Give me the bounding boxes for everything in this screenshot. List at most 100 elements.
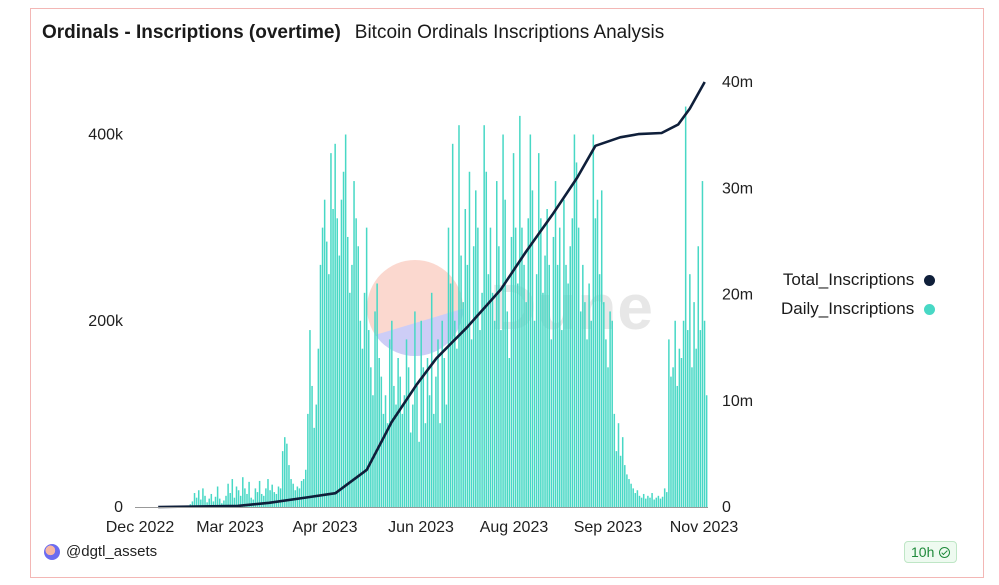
daily-bar[interactable]: [705, 395, 708, 507]
daily-bar[interactable]: [475, 190, 477, 508]
daily-bar[interactable]: [395, 404, 397, 507]
daily-bar[interactable]: [279, 488, 282, 508]
daily-bar[interactable]: [256, 492, 259, 507]
daily-bar[interactable]: [443, 358, 446, 507]
daily-bar[interactable]: [626, 474, 628, 507]
daily-bar[interactable]: [315, 404, 318, 507]
daily-bar[interactable]: [672, 367, 674, 507]
daily-bar[interactable]: [537, 153, 540, 508]
daily-bar[interactable]: [271, 484, 273, 507]
daily-bar[interactable]: [433, 413, 435, 508]
daily-bar[interactable]: [554, 181, 557, 507]
daily-bar[interactable]: [195, 497, 198, 507]
daily-bar[interactable]: [552, 236, 555, 507]
daily-bar[interactable]: [428, 395, 431, 507]
daily-bar[interactable]: [323, 199, 326, 507]
daily-bar[interactable]: [393, 385, 395, 507]
daily-bar[interactable]: [544, 255, 546, 507]
daily-bar[interactable]: [519, 115, 521, 508]
daily-bar[interactable]: [674, 320, 676, 507]
daily-bar[interactable]: [682, 320, 685, 507]
daily-bar[interactable]: [342, 171, 345, 507]
daily-bar[interactable]: [514, 227, 517, 508]
daily-bar[interactable]: [307, 413, 309, 508]
daily-bar[interactable]: [239, 495, 242, 507]
daily-bar[interactable]: [655, 497, 658, 507]
daily-bar[interactable]: [206, 502, 208, 507]
daily-bar[interactable]: [290, 479, 292, 507]
daily-bar[interactable]: [454, 320, 456, 507]
daily-bar[interactable]: [344, 134, 347, 508]
daily-bar[interactable]: [277, 486, 280, 507]
daily-bar[interactable]: [502, 134, 504, 508]
daily-bar[interactable]: [233, 497, 236, 507]
daily-bar[interactable]: [477, 227, 479, 508]
daily-bar[interactable]: [561, 330, 563, 507]
daily-bar[interactable]: [357, 246, 359, 507]
daily-bar[interactable]: [592, 134, 595, 508]
daily-bar[interactable]: [460, 255, 462, 507]
daily-bar[interactable]: [376, 283, 378, 508]
daily-bar[interactable]: [617, 423, 620, 507]
daily-bar[interactable]: [191, 501, 194, 507]
daily-bar[interactable]: [374, 311, 376, 507]
daily-bar[interactable]: [267, 479, 269, 507]
daily-bar[interactable]: [237, 490, 240, 507]
daily-bar[interactable]: [321, 227, 324, 508]
daily-bar[interactable]: [229, 493, 231, 507]
daily-bar[interactable]: [596, 199, 599, 507]
daily-bar[interactable]: [668, 339, 670, 508]
daily-bar[interactable]: [462, 302, 464, 508]
daily-bar[interactable]: [435, 376, 437, 508]
daily-bar[interactable]: [506, 311, 509, 507]
daily-bar[interactable]: [242, 477, 244, 507]
daily-bar[interactable]: [223, 500, 225, 507]
daily-bar[interactable]: [609, 311, 611, 507]
daily-bar[interactable]: [569, 246, 571, 507]
daily-bar[interactable]: [202, 488, 204, 508]
daily-bar[interactable]: [244, 488, 246, 508]
daily-bar[interactable]: [653, 499, 655, 507]
daily-bar[interactable]: [330, 153, 332, 508]
daily-bar[interactable]: [632, 488, 634, 508]
daily-bar[interactable]: [439, 423, 441, 507]
daily-bar[interactable]: [695, 348, 697, 507]
daily-bar[interactable]: [556, 264, 559, 508]
daily-bar[interactable]: [326, 241, 328, 507]
daily-bar[interactable]: [334, 143, 336, 507]
daily-bar[interactable]: [676, 385, 679, 507]
daily-bar[interactable]: [535, 274, 538, 507]
daily-bar[interactable]: [292, 483, 294, 507]
daily-bar[interactable]: [336, 218, 338, 507]
daily-bar[interactable]: [416, 385, 418, 507]
daily-bar[interactable]: [573, 134, 576, 508]
daily-bar[interactable]: [372, 395, 374, 507]
daily-bar[interactable]: [296, 486, 299, 507]
daily-bar[interactable]: [424, 423, 427, 507]
daily-bar[interactable]: [628, 479, 630, 507]
daily-bar[interactable]: [451, 143, 454, 507]
daily-bar[interactable]: [701, 181, 704, 507]
daily-bar[interactable]: [670, 376, 672, 508]
daily-bar[interactable]: [305, 469, 307, 507]
daily-bar[interactable]: [225, 495, 227, 507]
daily-bar[interactable]: [691, 367, 693, 507]
daily-bar[interactable]: [571, 218, 574, 507]
daily-bar[interactable]: [210, 493, 213, 507]
daily-bar[interactable]: [619, 455, 622, 507]
daily-bar[interactable]: [588, 283, 590, 508]
daily-bar[interactable]: [563, 199, 565, 507]
daily-bar[interactable]: [479, 330, 481, 507]
daily-bar[interactable]: [332, 209, 334, 507]
daily-bar[interactable]: [265, 488, 267, 508]
daily-bar[interactable]: [300, 480, 303, 507]
daily-bar[interactable]: [263, 495, 265, 507]
daily-bar[interactable]: [600, 190, 603, 508]
daily-bar[interactable]: [684, 106, 687, 507]
daily-bar[interactable]: [508, 358, 511, 507]
daily-bar[interactable]: [642, 493, 645, 507]
daily-bar[interactable]: [349, 292, 351, 507]
daily-bar[interactable]: [517, 283, 519, 508]
daily-bar[interactable]: [498, 246, 500, 507]
daily-bar[interactable]: [584, 302, 586, 508]
